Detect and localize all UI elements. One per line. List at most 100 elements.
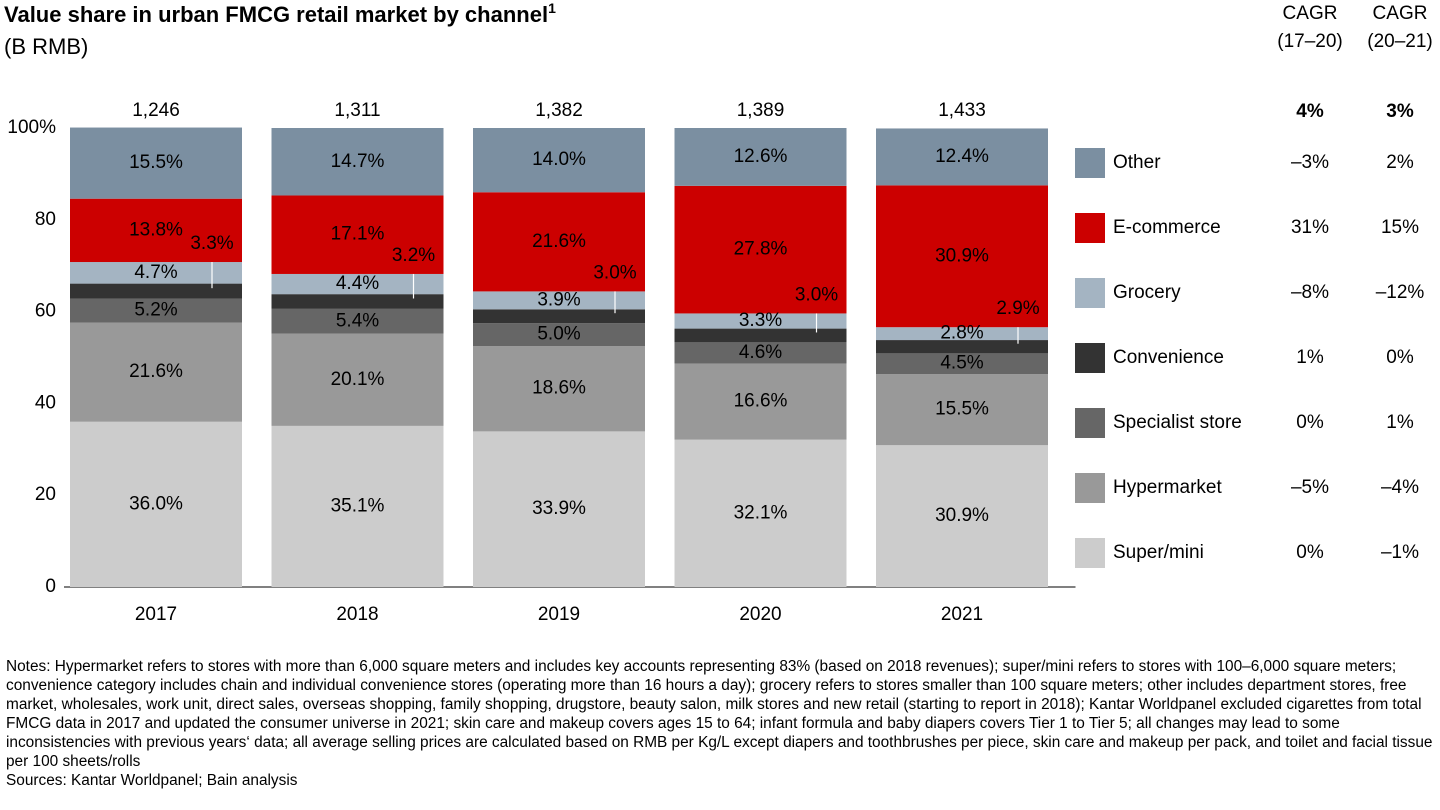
bar-segment <box>674 185 847 314</box>
bar-segment <box>473 309 645 324</box>
bar-segment <box>876 353 1048 375</box>
segment-label: 35.1% <box>331 495 385 516</box>
sources: Sources: Kantar Worldpanel; Bain analysi… <box>6 772 298 789</box>
x-tick-label: 2017 <box>135 604 177 625</box>
total-label: 1,311 <box>334 100 380 121</box>
y-tick-label: 60 <box>35 301 56 322</box>
segment-label: 4.7% <box>134 262 177 283</box>
bar-segment <box>271 128 444 196</box>
segment-label: 4.4% <box>336 273 379 294</box>
bar-segment <box>473 323 645 347</box>
segment-label: 32.1% <box>734 502 788 523</box>
segment-label: 3.3% <box>739 310 782 331</box>
bar-segment <box>70 262 242 284</box>
bar-segment <box>271 294 444 309</box>
bar-segment <box>271 273 444 295</box>
legend-swatch <box>1075 278 1105 308</box>
legend-swatch <box>1075 343 1105 373</box>
bar-segment <box>876 340 1048 354</box>
cagr-value: 1% <box>1296 347 1324 368</box>
bar-segment <box>473 192 645 292</box>
callout-label: 3.0% <box>795 284 838 305</box>
segment-label: 27.8% <box>734 239 788 260</box>
legend-swatch <box>1075 473 1105 503</box>
x-tick-label: 2018 <box>336 604 378 625</box>
segment-label: 5.2% <box>134 300 177 321</box>
bar-segment <box>70 198 242 263</box>
cagr-value: –4% <box>1381 477 1419 498</box>
segment-label: 21.6% <box>532 231 586 252</box>
bar-segment <box>473 346 645 432</box>
title-text: Value share in urban FMCG retail market … <box>4 2 548 27</box>
segment-label: 4.6% <box>739 342 782 363</box>
bar-segment <box>876 445 1048 587</box>
segment-label: 33.9% <box>532 498 586 519</box>
bar-segment <box>876 374 1048 446</box>
segment-label: 16.6% <box>734 391 788 412</box>
cagr-value: –8% <box>1291 282 1329 303</box>
bar-segment <box>674 342 847 364</box>
bar-segment <box>70 322 242 422</box>
segment-label: 18.6% <box>532 378 586 399</box>
callout-label: 2.9% <box>996 298 1039 319</box>
bar-segment <box>70 298 242 323</box>
cagr-total: 4% <box>1296 101 1324 122</box>
bar-segment <box>674 328 847 343</box>
legend-label: Other <box>1113 152 1161 173</box>
bar-segment <box>70 283 242 299</box>
legend-swatch <box>1075 213 1105 243</box>
cagr-value: –5% <box>1291 477 1329 498</box>
bar-segment <box>271 333 444 426</box>
legend-label: E-commerce <box>1113 217 1221 238</box>
total-label: 1,246 <box>132 100 180 121</box>
legend-swatch <box>1075 408 1105 438</box>
bar-segment <box>674 313 847 329</box>
bar-segment <box>271 308 444 334</box>
cagr-header: CAGR <box>1283 3 1338 24</box>
y-tick-label: 100% <box>7 117 56 138</box>
bar-segment <box>876 327 1048 341</box>
segment-label: 21.6% <box>129 361 183 382</box>
bar-segment <box>674 363 847 440</box>
y-tick-label: 0 <box>45 576 56 597</box>
segment-label: 20.1% <box>331 369 385 390</box>
notes: Notes: Hypermarket refers to stores with… <box>6 658 1433 770</box>
total-label: 1,389 <box>737 100 785 121</box>
legend-swatch <box>1075 148 1105 178</box>
cagr-value: 31% <box>1291 217 1329 238</box>
x-tick-label: 2021 <box>941 604 983 625</box>
cagr-header: (20–21) <box>1367 31 1433 52</box>
segment-label: 14.0% <box>532 149 586 170</box>
bar-segment <box>473 431 645 587</box>
x-tick-label: 2020 <box>739 604 781 625</box>
cagr-value: 15% <box>1381 217 1419 238</box>
notes-block: Notes: Hypermarket refers to stores with… <box>6 657 1434 790</box>
total-label: 1,382 <box>535 100 583 121</box>
bar-segment <box>271 425 444 587</box>
x-tick-label: 2019 <box>538 604 580 625</box>
chart-title: Value share in urban FMCG retail market … <box>4 0 556 27</box>
segment-label: 17.1% <box>331 224 385 245</box>
cagr-value: –3% <box>1291 152 1329 173</box>
bar-segment <box>674 439 847 587</box>
bar-segment <box>674 128 847 186</box>
callout-label: 3.0% <box>593 262 636 283</box>
segment-label: 5.0% <box>537 324 580 345</box>
cagr-value: 2% <box>1386 152 1414 173</box>
segment-label: 36.0% <box>129 493 183 514</box>
y-tick-label: 80 <box>35 209 56 230</box>
segment-label: 12.4% <box>935 146 989 167</box>
cagr-value: 0% <box>1296 412 1324 433</box>
segment-label: 3.9% <box>537 289 580 310</box>
cagr-header: CAGR <box>1373 3 1428 24</box>
bar-segment <box>876 185 1048 328</box>
cagr-value: –1% <box>1381 542 1419 563</box>
segment-label: 15.5% <box>129 152 183 173</box>
legend-label: Specialist store <box>1113 412 1242 433</box>
callout-label: 3.3% <box>190 233 233 254</box>
segment-label: 2.8% <box>940 323 983 344</box>
segment-label: 30.9% <box>935 245 989 266</box>
legend-label: Hypermarket <box>1113 477 1222 498</box>
segment-label: 14.7% <box>331 151 385 172</box>
